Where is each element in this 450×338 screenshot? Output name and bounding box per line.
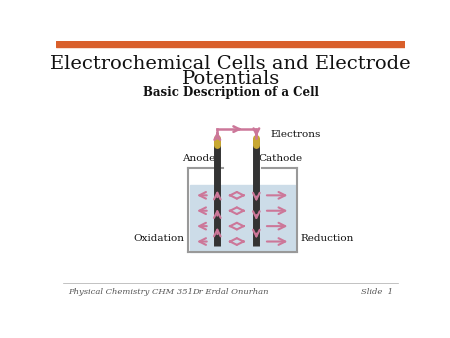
Bar	[189, 185, 295, 252]
Text: Electrochemical Cells and Electrode: Electrochemical Cells and Electrode	[50, 55, 411, 73]
Text: Potentials: Potentials	[181, 70, 280, 88]
Text: Cathode: Cathode	[259, 154, 303, 163]
Text: Electrons: Electrons	[270, 130, 321, 139]
Text: Reduction: Reduction	[301, 234, 354, 243]
Text: Physical Chemistry CHM 351: Physical Chemistry CHM 351	[68, 288, 193, 296]
Text: Anode: Anode	[182, 154, 215, 163]
Text: Dr Erdal Onurhan: Dr Erdal Onurhan	[193, 288, 269, 296]
Text: Oxidation: Oxidation	[133, 234, 184, 243]
Text: Basic Description of a Cell: Basic Description of a Cell	[143, 87, 319, 99]
Text: Slide  1: Slide 1	[361, 288, 393, 296]
Bar	[56, 41, 405, 48]
